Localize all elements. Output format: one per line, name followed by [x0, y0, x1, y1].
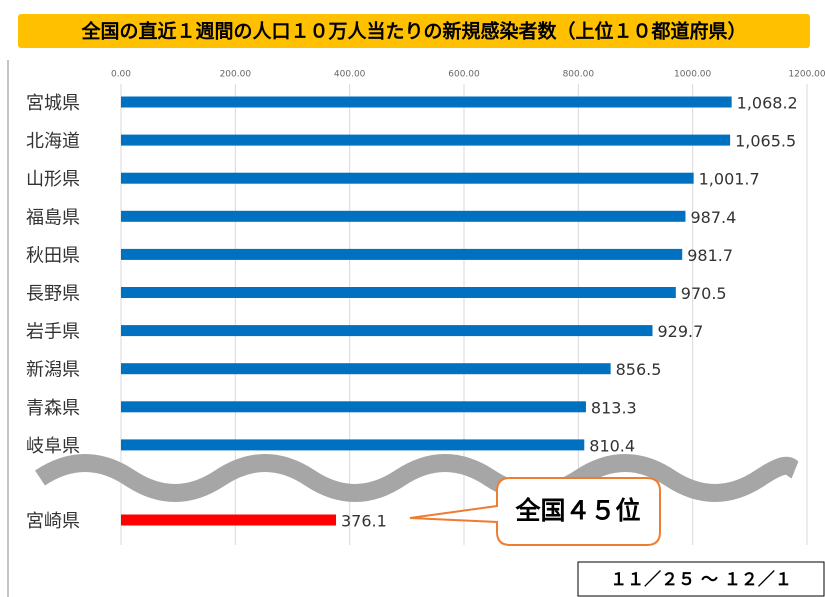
chart-title: 全国の直近１週間の人口１０万人当たりの新規感染者数（上位１０都道府県）	[80, 20, 746, 43]
value-label: 810.4	[589, 436, 635, 455]
value-label: 1,068.2	[737, 94, 798, 113]
x-tick-label: 1000.00	[674, 70, 711, 80]
y-tick-label: 青森県	[26, 398, 80, 419]
date-range: １１／２５ ～ １２／１	[610, 569, 792, 590]
bar	[121, 134, 731, 146]
y-tick-label: 宮崎県	[26, 511, 80, 532]
value-label: 1,065.5	[735, 132, 796, 151]
x-tick-label: 1200.00	[788, 70, 825, 80]
value-label: 376.1	[341, 512, 387, 531]
x-tick-label: 200.00	[220, 70, 252, 80]
value-label: 981.7	[687, 246, 733, 265]
value-label: 1,001.7	[699, 170, 760, 189]
value-label: 929.7	[657, 322, 703, 341]
y-tick-label: 福島県	[26, 207, 80, 228]
y-tick-label: 山形県	[26, 169, 80, 190]
bar	[121, 325, 653, 337]
y-tick-label: 宮城県	[26, 93, 80, 114]
value-label: 856.5	[616, 360, 662, 379]
bar	[121, 172, 694, 184]
y-tick-label: 長野県	[26, 284, 80, 305]
annotation: 全国４５位	[514, 496, 640, 525]
title-banner	[18, 14, 810, 48]
y-tick-label: 秋田県	[26, 245, 80, 266]
y-tick-label: 北海道	[26, 131, 80, 152]
bar	[121, 248, 683, 260]
value-label: 813.3	[591, 398, 637, 417]
value-label: 970.5	[681, 284, 727, 303]
value-label: 987.4	[690, 208, 736, 227]
date-box	[577, 561, 825, 597]
bar	[121, 210, 686, 222]
bar	[121, 287, 676, 298]
callout	[409, 477, 661, 546]
x-tick-label: 0.00	[111, 70, 131, 80]
x-tick-label: 400.00	[334, 70, 366, 80]
x-tick-label: 800.00	[563, 70, 595, 80]
bar	[121, 439, 585, 451]
y-tick-label: 岐阜県	[26, 436, 80, 457]
x-tick-label: 600.00	[448, 70, 480, 80]
bar	[121, 363, 611, 375]
bar	[121, 96, 732, 108]
bar	[121, 401, 586, 413]
bar	[121, 514, 337, 526]
y-tick-label: 新潟県	[26, 360, 80, 381]
axis-break	[35, 454, 800, 502]
y-tick-label: 岩手県	[26, 322, 80, 343]
